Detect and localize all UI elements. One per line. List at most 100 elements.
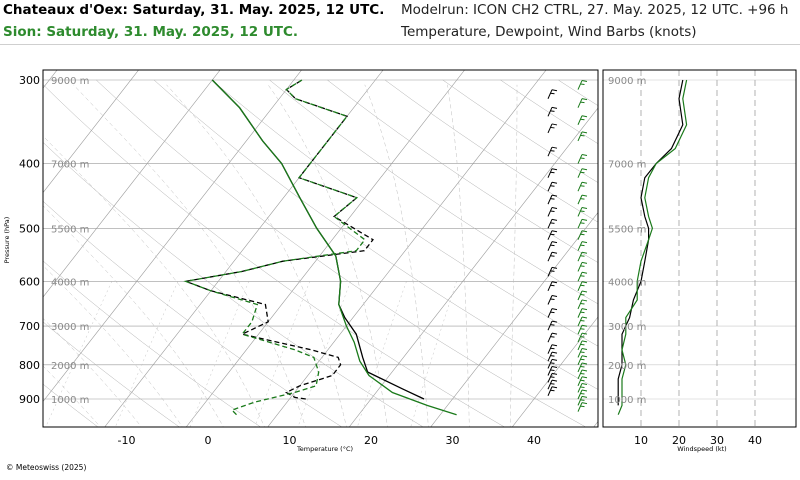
barb-flag — [550, 270, 555, 272]
barb-flag — [580, 399, 585, 401]
barb-staff — [577, 219, 583, 229]
barb-flag — [550, 336, 555, 338]
isotherm-line — [267, 70, 547, 427]
mixing-ratio-line — [297, 281, 351, 427]
station-wind-barb — [547, 181, 558, 192]
barb-flag — [550, 383, 555, 385]
isotherm-line — [185, 70, 465, 427]
windspeed-tick-label: 10 — [634, 434, 648, 447]
barb-staff — [577, 194, 583, 205]
barb-staff — [577, 299, 583, 310]
height-label: 9000 m — [51, 76, 89, 87]
barb-flag — [581, 168, 588, 171]
barb-staff — [577, 402, 583, 412]
barb-flag — [580, 83, 585, 86]
wind-height-label: 9000 m — [608, 76, 646, 87]
station-wind-barb — [547, 106, 558, 117]
barb-flag — [550, 376, 555, 378]
barb-staff — [577, 389, 583, 400]
mixing-ratio-line — [254, 281, 311, 427]
station-windspeed-line — [617, 79, 684, 406]
isotherm-line — [593, 420, 598, 427]
barb-flag — [551, 106, 558, 109]
pressure-tick-label: 700 — [19, 320, 40, 333]
barb-staff — [547, 379, 553, 390]
windspeed-tick-label: 40 — [748, 434, 762, 447]
barb-staff — [547, 219, 553, 229]
barb-flag — [550, 110, 555, 112]
barb-flag — [551, 351, 558, 354]
barb-flag — [581, 347, 588, 350]
dry-adiabat — [269, 79, 598, 305]
sion-wind-barb — [577, 218, 588, 229]
moist-adiabat — [166, 84, 347, 427]
barb-flag — [580, 265, 585, 267]
barb-flag — [550, 389, 555, 392]
windspeed-tick-label: 20 — [672, 434, 686, 447]
barb-flag — [581, 230, 588, 233]
moist-adiabat — [43, 318, 142, 427]
barb-flag — [550, 171, 555, 174]
moist-adiabat — [43, 265, 183, 427]
sion-temperature-line — [211, 79, 457, 416]
height-label: 5500 m — [51, 224, 89, 235]
sion-wind-barb — [577, 181, 588, 192]
station-wind-barb — [547, 194, 558, 205]
barb-staff — [577, 325, 583, 335]
parameters-info: Temperature, Dewpoint, Wind Barbs (knots… — [401, 24, 697, 40]
station-wind-barb — [547, 365, 558, 376]
barb-flag — [581, 362, 588, 365]
isotherm-line — [104, 70, 384, 427]
barb-staff — [547, 295, 553, 305]
barb-flag — [550, 347, 555, 350]
sion-wind-barb — [577, 131, 588, 142]
isotherm-line — [43, 70, 139, 194]
barb-flag — [581, 340, 588, 343]
barb-flag — [580, 284, 585, 287]
barb-staff — [547, 373, 553, 383]
barb-flag — [551, 89, 558, 92]
barb-flag — [550, 324, 555, 326]
sion-wind-barb — [577, 271, 588, 282]
sion-wind-barb — [577, 355, 588, 366]
mixing-ratio-line — [189, 281, 250, 427]
wind-height-label: 5500 m — [608, 224, 646, 235]
sion-wind-barb — [577, 206, 588, 217]
wind-height-label: 3000 m — [608, 322, 646, 333]
barb-flag — [580, 294, 585, 296]
barb-flag — [550, 369, 555, 371]
barb-staff — [547, 351, 553, 362]
barb-flag — [551, 168, 558, 171]
barb-staff — [547, 281, 553, 291]
station-wind-barb — [547, 281, 558, 291]
station-wind-barb — [547, 295, 558, 305]
sion-wind-barb — [577, 389, 588, 400]
barb-flag — [580, 386, 585, 388]
dry-adiabat — [211, 79, 598, 347]
station-wind-barb — [547, 89, 558, 99]
sion-wind-barb — [577, 80, 588, 90]
temperature-tick-label: 10 — [283, 434, 297, 447]
barb-staff — [547, 146, 553, 157]
barb-flag — [581, 181, 588, 184]
dry-adiabat — [43, 321, 180, 427]
barb-flag — [580, 118, 585, 121]
barb-flag — [551, 358, 558, 361]
barb-staff — [547, 168, 553, 178]
barb-staff — [547, 386, 553, 396]
barb-flag — [580, 351, 585, 353]
pressure-tick-label: 400 — [19, 158, 40, 171]
isotherm-line — [43, 70, 221, 298]
dry-adiabat — [96, 79, 587, 427]
sion-wind-barb — [577, 376, 588, 387]
barb-flag — [551, 320, 558, 323]
barb-staff — [577, 98, 583, 108]
barb-staff — [577, 80, 583, 90]
sion-wind-barb — [577, 402, 588, 412]
barb-staff — [577, 230, 583, 240]
barb-flag — [551, 372, 558, 375]
station-wind-barb — [547, 266, 558, 277]
barb-flag — [580, 157, 585, 160]
temperature-axis-label: Temperature (°C) — [296, 445, 353, 453]
station-wind-barb — [547, 386, 558, 396]
